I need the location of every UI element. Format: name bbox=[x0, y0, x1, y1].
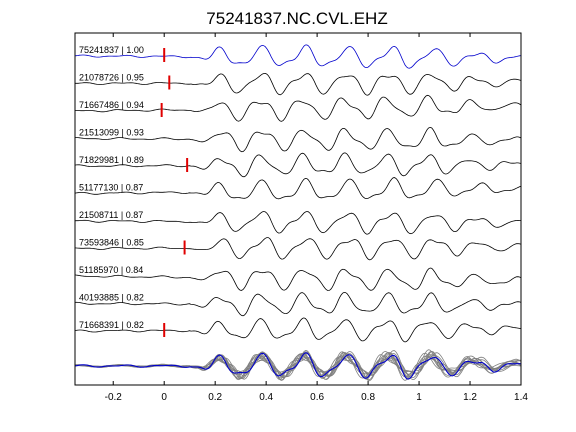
trace-label: 51177130 | 0.87 bbox=[79, 183, 143, 193]
x-tick-label: 1.4 bbox=[514, 392, 528, 403]
trace-list: 75241837 | 1.00 21078726 | 0.95 71667486 |… bbox=[74, 44, 522, 343]
trace-row: 51185970 | 0.84 bbox=[74, 265, 522, 291]
stack-reference-trace bbox=[74, 352, 522, 380]
x-tick-label: 0.2 bbox=[208, 392, 222, 403]
trace-label: 71667486 | 0.94 bbox=[79, 100, 144, 110]
trace-waveform bbox=[74, 237, 522, 261]
trace-label: 21508711 | 0.87 bbox=[79, 210, 143, 220]
x-tick-label: 0.4 bbox=[259, 392, 273, 403]
trace-waveform bbox=[75, 126, 522, 153]
x-tick-label: -0.2 bbox=[105, 392, 123, 403]
trace-row: 71667486 | 0.94 bbox=[75, 94, 522, 122]
x-axis: -0.2 0 0.2 0.4 0.6 0.8 1 1.2 1.4 bbox=[105, 33, 528, 403]
trace-label: 71829981 | 0.89 bbox=[79, 155, 144, 165]
trace-waveform bbox=[74, 267, 522, 291]
trace-row: 21508711 | 0.87 bbox=[74, 210, 522, 235]
x-tick-label: 0.6 bbox=[310, 392, 324, 403]
trace-row: 75241837 | 1.00 bbox=[74, 44, 522, 69]
trace-label: 73593846 | 0.85 bbox=[79, 238, 144, 248]
trace-waveform bbox=[75, 72, 522, 96]
trace-waveform bbox=[74, 291, 522, 317]
trace-row: 40193885 | 0.82 bbox=[74, 291, 522, 317]
trace-row: 21078726 | 0.95 bbox=[75, 72, 522, 96]
x-tick-label: 0.8 bbox=[361, 392, 375, 403]
x-tick-label: 1.2 bbox=[463, 392, 477, 403]
trace-label: 40193885 | 0.82 bbox=[79, 293, 144, 303]
trace-waveform bbox=[74, 211, 522, 235]
trace-waveform bbox=[74, 44, 522, 69]
trace-label: 51185970 | 0.84 bbox=[79, 265, 143, 275]
trace-label: 21513099 | 0.93 bbox=[79, 128, 144, 138]
trace-row: 51177130 | 0.87 bbox=[74, 177, 522, 200]
trace-label: 75241837 | 1.00 bbox=[79, 45, 144, 55]
x-tick-label: 1 bbox=[416, 392, 422, 403]
stack-overlay bbox=[74, 349, 522, 382]
trace-waveform bbox=[75, 94, 522, 122]
x-tick-label: 0 bbox=[161, 392, 167, 403]
trace-label: 71668391 | 0.82 bbox=[79, 320, 144, 330]
trace-waveform bbox=[74, 152, 522, 178]
chart-title: 75241837.NC.CVL.EHZ bbox=[206, 9, 387, 28]
trace-waveform bbox=[74, 177, 522, 200]
trace-row: 73593846 | 0.85 bbox=[74, 237, 522, 261]
trace-row: 71668391 | 0.82 bbox=[74, 317, 522, 343]
trace-row: 71829981 | 0.89 bbox=[74, 152, 522, 178]
trace-row: 21513099 | 0.93 bbox=[75, 126, 522, 153]
trace-label: 21078726 | 0.95 bbox=[79, 73, 144, 83]
plot-frame bbox=[74, 32, 522, 386]
trace-waveform bbox=[74, 317, 522, 343]
